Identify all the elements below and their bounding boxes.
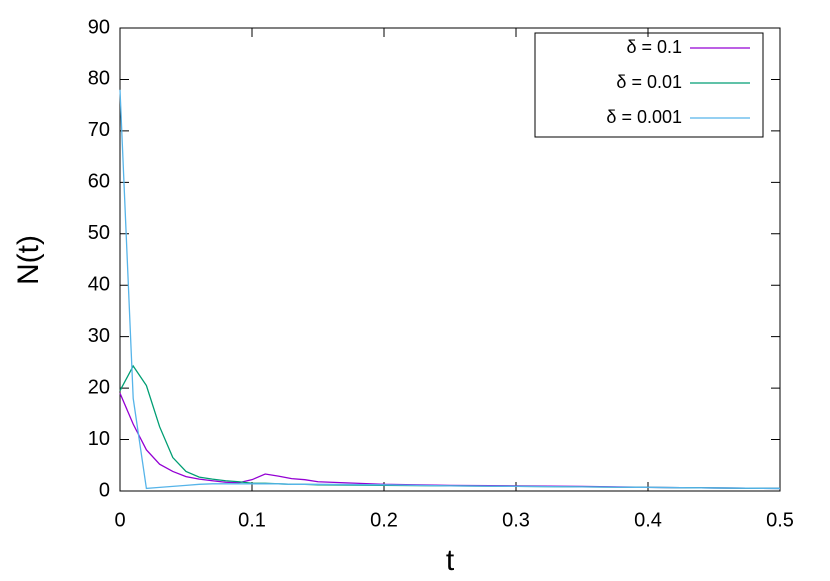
data-line (119, 393, 781, 490)
y-tick-label: 10 (88, 428, 110, 450)
y-tick-label: 60 (88, 171, 110, 193)
data-line (119, 89, 781, 490)
y-tick-label: 40 (88, 274, 110, 296)
x-tick-label: 0.5 (766, 509, 794, 531)
x-tick-label: 0.3 (502, 509, 530, 531)
legend-label: δ = 0.01 (616, 72, 682, 92)
y-tick-label: 50 (88, 222, 110, 244)
y-tick-label: 70 (88, 119, 110, 141)
y-tick-label: 80 (88, 68, 110, 90)
plot-frame (119, 27, 781, 492)
y-tick-label: 0 (99, 479, 110, 501)
legend-label: δ = 0.1 (626, 37, 682, 57)
x-tick-label: 0.4 (634, 509, 662, 531)
x-tick-label: 0.2 (370, 509, 398, 531)
x-axis-label: t (446, 544, 455, 577)
y-tick-label: 30 (88, 325, 110, 347)
y-axis-label: N(t) (12, 235, 45, 285)
x-tick-label: 0.1 (238, 509, 266, 531)
legend-box (534, 32, 764, 138)
data-line (119, 364, 781, 490)
y-tick-label: 20 (88, 376, 110, 398)
y-tick-label: 90 (88, 16, 110, 38)
x-tick-label: 0 (114, 509, 125, 531)
legend-label: δ = 0.001 (606, 107, 682, 127)
